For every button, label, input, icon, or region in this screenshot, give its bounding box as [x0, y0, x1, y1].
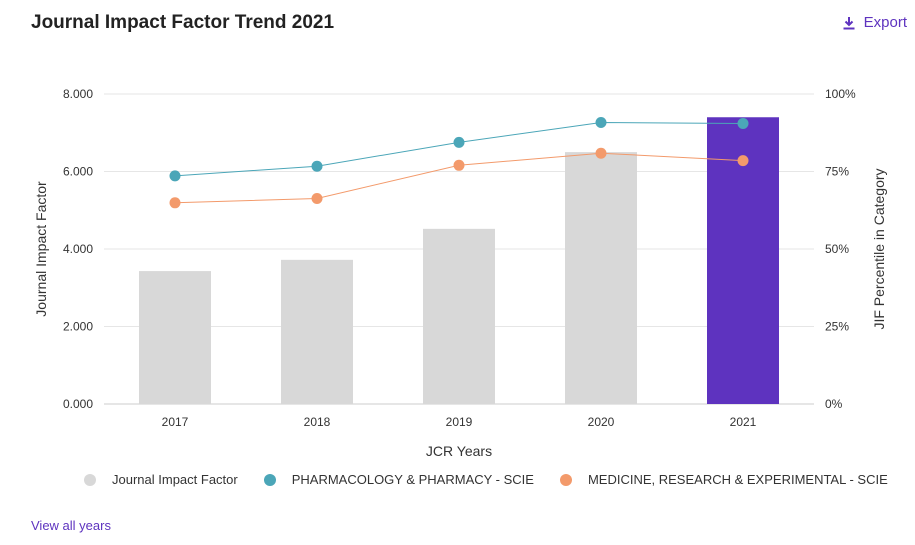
y-tick-label-right: 0%: [825, 397, 843, 411]
bar-jif-2018: [281, 259, 353, 404]
bar-jif-2017: [139, 271, 211, 404]
legend-item-jif[interactable]: Journal Impact Factor: [84, 472, 238, 487]
point-medicine-2020: [595, 147, 607, 159]
point-pharmacology-2021: [737, 117, 749, 129]
point-pharmacology-2019: [453, 136, 465, 148]
point-medicine-2019: [453, 159, 465, 171]
point-medicine-2021: [737, 155, 749, 167]
y-tick-label-right: 75%: [825, 165, 849, 179]
legend-marker-medicine: [559, 473, 572, 486]
export-button[interactable]: Export: [842, 14, 907, 31]
legend-label-medicine: MEDICINE, RESEARCH & EXPERIMENTAL - SCIE: [587, 472, 888, 487]
y-tick-label-left: 4.000: [63, 242, 93, 256]
download-icon: [843, 16, 855, 29]
legend-marker-pharmacology: [263, 473, 276, 486]
export-label: Export: [863, 14, 907, 31]
y-tick-label-right: 50%: [825, 242, 849, 256]
y-axis-title-left: Journal Impact Factor: [33, 181, 49, 317]
point-pharmacology-2017: [169, 170, 181, 182]
y-tick-label-left: 6.000: [63, 165, 93, 179]
x-axis-title: JCR Years: [426, 443, 492, 459]
chart-title: Journal Impact Factor Trend 2021: [31, 12, 335, 33]
legend-label-pharmacology: PHARMACOLOGY & PHARMACY - SCIE: [291, 472, 534, 487]
chart-legend: Journal Impact Factor PHARMACOLOGY & PHA…: [84, 472, 914, 487]
legend-item-pharmacology[interactable]: PHARMACOLOGY & PHARMACY - SCIE: [263, 472, 534, 487]
view-all-years-link[interactable]: View all years: [31, 518, 111, 533]
x-tick-label: 2020: [588, 415, 615, 429]
y-tick-label-left: 2.000: [63, 320, 93, 334]
point-pharmacology-2020: [595, 117, 607, 129]
y-tick-label-left: 8.000: [63, 87, 93, 101]
x-tick-label: 2021: [730, 415, 757, 429]
y-tick-label-right: 25%: [825, 320, 849, 334]
x-tick-label: 2018: [304, 415, 331, 429]
x-tick-label: 2019: [446, 415, 473, 429]
y-tick-label-left: 0.000: [63, 397, 93, 411]
y-axis-title-right: JIF Percentile in Category: [871, 168, 887, 329]
legend-label-jif: Journal Impact Factor: [112, 472, 238, 487]
bar-jif-2020: [565, 152, 637, 404]
point-medicine-2018: [311, 192, 323, 204]
legend-marker-jif: [84, 473, 96, 486]
legend-item-medicine[interactable]: MEDICINE, RESEARCH & EXPERIMENTAL - SCIE: [559, 472, 888, 487]
point-medicine-2017: [169, 197, 181, 209]
y-tick-label-right: 100%: [825, 87, 856, 101]
point-pharmacology-2018: [311, 160, 323, 172]
bar-jif-2019: [423, 228, 495, 404]
jif-trend-chart: 0.000 2.000 4.000 6.000 8.000 0% 25% 50% 75% 100%…: [33, 87, 887, 459]
x-tick-label: 2017: [162, 415, 189, 429]
